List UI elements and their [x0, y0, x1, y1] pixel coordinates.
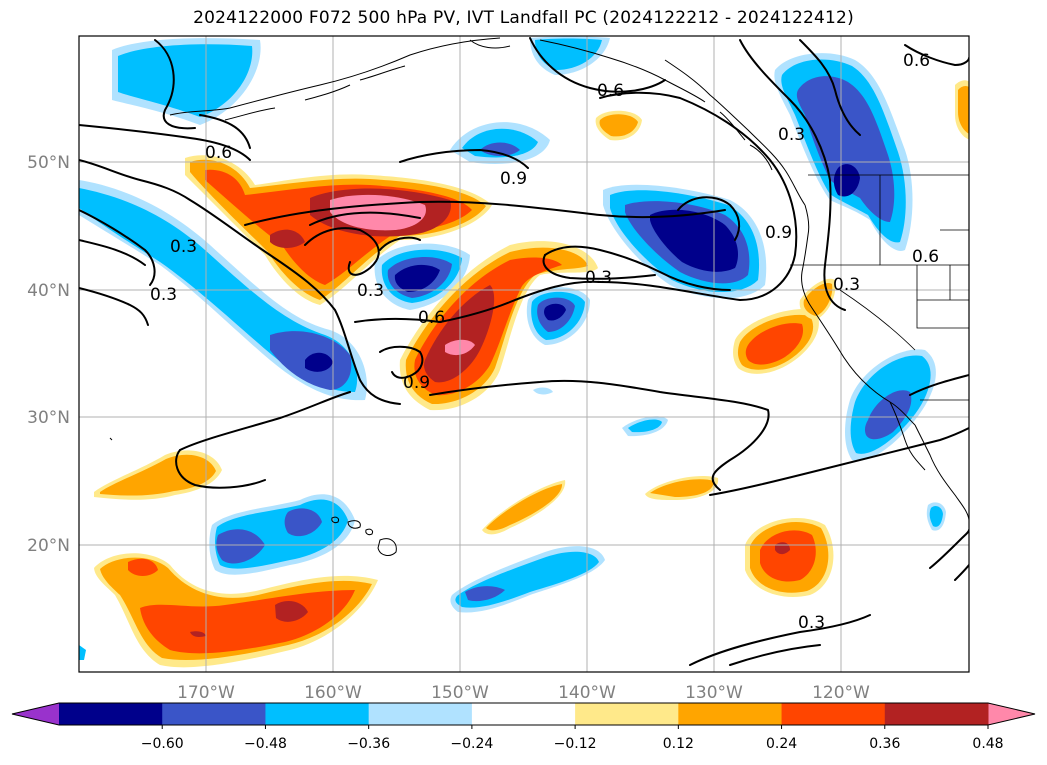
- contour-label: 0.3: [585, 268, 612, 288]
- contour-label: 0.9: [765, 223, 792, 243]
- colorbar-tick-label: −0.24: [450, 736, 493, 752]
- contour-label: 0.3: [798, 613, 825, 633]
- lon-tick-label: 120°W: [812, 683, 870, 703]
- colorbar-cell: [471, 703, 576, 725]
- contour-label: 0.3: [357, 281, 384, 301]
- contour-label: 0.3: [778, 125, 805, 145]
- lat-tick-label: 40°N: [27, 281, 70, 301]
- colorbar-tick-label: 0.24: [766, 736, 797, 752]
- colorbar-tick-label: 0.48: [972, 736, 1003, 752]
- coastlines: [109, 37, 969, 556]
- shade-15n-blue: [450, 546, 605, 613]
- colorbar-cell: [162, 703, 266, 725]
- graticule: [79, 36, 969, 672]
- lon-tick-label: 150°W: [431, 683, 489, 703]
- colorbar-tick-label: −0.60: [141, 736, 184, 752]
- lon-tick-labels: 170°W 160°W 150°W 140°W 130°W 120°W: [177, 683, 870, 703]
- lon-tick-label: 140°W: [558, 683, 616, 703]
- contour-label: 0.3: [170, 237, 197, 257]
- shade-sw-warm: [94, 553, 378, 668]
- shade-upper-warm-band: [185, 155, 492, 305]
- shade-sw-blue: [845, 349, 936, 461]
- map-frame: [78, 35, 970, 673]
- contour-lines: [79, 37, 969, 666]
- colorbar-cell: [368, 703, 473, 725]
- contour-label: 0.6: [597, 81, 624, 101]
- colorbar-extend-low: [12, 703, 59, 725]
- lat-tick-labels: 50°N 40°N 30°N 20°N: [27, 153, 70, 556]
- colorbar-tick-label: 0.36: [869, 736, 900, 752]
- map-layers: 0.6 0.6 0.6 0.3 0.3 0.3 0.9 0.3 0.6 0.9 …: [79, 36, 969, 672]
- shade-20n-blue: [209, 494, 355, 575]
- colorbar-tick-label: −0.12: [554, 736, 597, 752]
- lat-tick-label: 20°N: [27, 536, 70, 556]
- colorbar-tick-label: −0.36: [347, 736, 390, 752]
- colorbar: −0.60 −0.48 −0.36 −0.24 −0.12 0.12 0.24 0.36 0.4…: [11, 702, 1036, 752]
- shade-upper-darkblue: [480, 142, 520, 156]
- contour-label: 0.3: [150, 285, 177, 305]
- shade-ne-blue: [603, 184, 767, 299]
- colorbar-tick-label: −0.48: [244, 736, 287, 752]
- shade-small-blue: [526, 287, 590, 345]
- contour-label: 0.6: [912, 247, 939, 267]
- contour-label: 0.6: [418, 308, 445, 328]
- colorbar-outline: [11, 702, 1036, 726]
- shade-20n-warm: [745, 517, 834, 598]
- colorbar-cell: [678, 703, 783, 725]
- colorbar-cell: [59, 703, 163, 725]
- colorbar-tick-label: 0.12: [663, 736, 694, 752]
- contour-label: 0.3: [833, 275, 860, 295]
- contour-label: 0.9: [403, 373, 430, 393]
- shade-california-warm: [733, 278, 836, 374]
- lon-tick-label: 160°W: [304, 683, 362, 703]
- shade-canada-blue: [774, 53, 913, 251]
- map-title: 2024122000 F072 500 hPa PV, IVT Landfall…: [193, 8, 854, 28]
- contour-label: 0.6: [205, 143, 232, 163]
- shade-edge-blue: [79, 645, 86, 660]
- colorbar-extend-high: [988, 703, 1035, 725]
- contour-label: 0.6: [903, 51, 930, 71]
- shade-center-warm-band: [399, 241, 598, 411]
- colorbar-cell: [575, 703, 679, 725]
- colorbar-cell: [884, 703, 989, 725]
- colorbar-cell: [265, 703, 370, 725]
- borders: [790, 174, 969, 401]
- contour-label: 0.9: [500, 169, 527, 189]
- lat-tick-label: 30°N: [27, 408, 70, 428]
- lat-tick-label: 50°N: [27, 153, 70, 173]
- shade-left-orange: [94, 450, 222, 500]
- lon-tick-label: 130°W: [685, 683, 743, 703]
- shade-nw-blue: [112, 38, 261, 125]
- lon-tick-label: 170°W: [177, 683, 235, 703]
- colorbar-cell: [781, 703, 886, 725]
- contour-label-group: 0.6 0.6 0.6 0.3 0.3 0.3 0.9 0.3 0.6 0.9 …: [150, 51, 939, 633]
